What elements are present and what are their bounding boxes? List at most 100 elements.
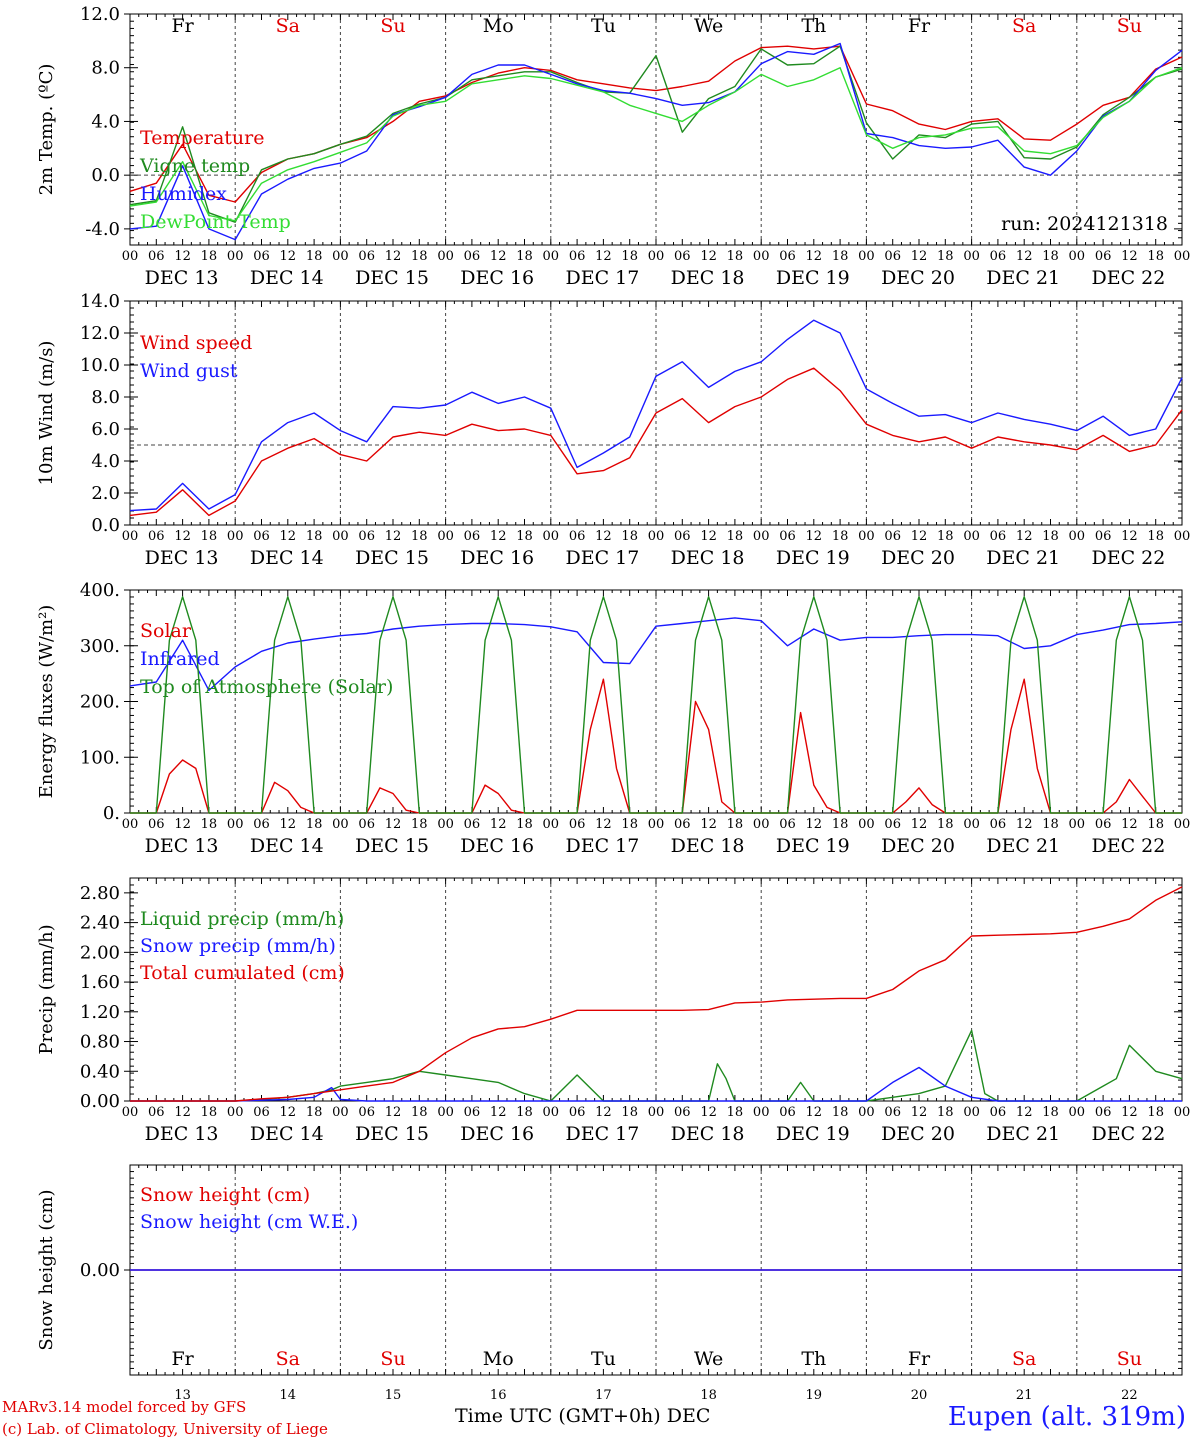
x-hour-label: 06 (1095, 817, 1112, 832)
x-hour-label: 00 (1174, 249, 1191, 264)
date-label: DEC 19 (776, 1123, 850, 1145)
date-label: DEC 22 (1091, 547, 1165, 569)
x-hour-label: 18 (306, 1105, 323, 1120)
day-number-label: 20 (911, 1388, 928, 1403)
x-hour-label: 00 (543, 817, 560, 832)
y-tick-label: 4.0 (91, 111, 120, 132)
x-hour-label: 18 (937, 817, 954, 832)
x-hour-label: 12 (1121, 529, 1138, 544)
weekday-label: Th (801, 15, 826, 37)
x-hour-label: 12 (595, 817, 612, 832)
day-number-label: 18 (700, 1388, 717, 1403)
copyright-credit: (c) Lab. of Climatology, University of L… (2, 1420, 328, 1438)
x-hour-label: 00 (332, 1105, 349, 1120)
x-hour-label: 06 (884, 1105, 901, 1120)
y-axis-label: Precip (mm/h) (36, 924, 57, 1054)
day-number-label: 21 (1016, 1388, 1033, 1403)
x-hour-label: 18 (201, 249, 218, 264)
x-hour-label: 06 (674, 817, 691, 832)
y-tick-label: 200. (80, 692, 120, 713)
weekday-label: Th (801, 1348, 826, 1370)
day-number-label: 16 (490, 1388, 507, 1403)
series-line (129, 319, 1183, 512)
date-label: DEC 20 (881, 267, 955, 289)
x-hour-label: 06 (779, 249, 796, 264)
x-hour-label: 06 (253, 249, 270, 264)
x-hour-label: 18 (727, 249, 744, 264)
series-line (130, 1066, 1182, 1102)
x-hour-label: 18 (1042, 1105, 1059, 1120)
date-label: DEC 19 (776, 835, 850, 857)
date-label: DEC 13 (145, 547, 219, 569)
x-hour-label: 18 (727, 529, 744, 544)
x-hour-label: 18 (1042, 529, 1059, 544)
x-hour-label: 06 (253, 529, 270, 544)
x-hour-label: 06 (674, 249, 691, 264)
x-hour-label: 00 (1069, 249, 1086, 264)
x-hour-label: 12 (700, 1105, 717, 1120)
x-hour-label: 06 (884, 249, 901, 264)
x-hour-label: 18 (1147, 249, 1164, 264)
y-tick-label: 4.0 (91, 451, 120, 472)
x-hour-label: 00 (543, 1105, 560, 1120)
x-hour-label: 00 (227, 249, 244, 264)
x-hour-label: 06 (779, 529, 796, 544)
x-hour-label: 00 (648, 817, 665, 832)
y-tick-label: -4.0 (85, 219, 120, 240)
date-label: DEC 19 (776, 547, 850, 569)
x-hour-label: 00 (122, 249, 139, 264)
date-label: DEC 17 (565, 267, 639, 289)
x-hour-label: 06 (358, 817, 375, 832)
date-label: DEC 16 (460, 547, 534, 569)
day-number-label: 13 (174, 1388, 191, 1403)
y-tick-label: 300. (80, 636, 120, 657)
weekday-label: Fr (908, 15, 931, 37)
x-hour-label: 06 (569, 249, 586, 264)
legend-entry: Snow height (cm) (140, 1184, 310, 1206)
x-hour-label: 18 (621, 817, 638, 832)
x-hour-label: 00 (963, 249, 980, 264)
y-tick-label: 2.00 (80, 942, 120, 963)
date-label: DEC 20 (881, 835, 955, 857)
weekday-label: Tu (591, 1348, 616, 1370)
x-hour-label: 12 (1016, 249, 1033, 264)
y-tick-label: 0.0 (91, 515, 120, 536)
date-label: DEC 18 (671, 267, 745, 289)
x-hour-label: 12 (911, 529, 928, 544)
x-hour-label: 00 (437, 529, 454, 544)
date-label: DEC 15 (355, 1123, 429, 1145)
panel-frame (129, 589, 1183, 814)
date-label: DEC 17 (565, 835, 639, 857)
x-hour-label: 06 (253, 817, 270, 832)
x-hour-label: 18 (201, 529, 218, 544)
x-hour-label: 12 (280, 1105, 297, 1120)
date-label: DEC 13 (145, 267, 219, 289)
x-hour-label: 06 (990, 1105, 1007, 1120)
x-hour-label: 06 (884, 817, 901, 832)
legend-entry: Liquid precip (mm/h) (140, 908, 344, 930)
x-hour-label: 00 (332, 529, 349, 544)
date-label: DEC 16 (460, 1123, 534, 1145)
x-hour-label: 00 (648, 1105, 665, 1120)
x-hour-label: 18 (411, 249, 428, 264)
run-label: run: 2024121318 (1001, 213, 1168, 235)
x-hour-label: 12 (700, 529, 717, 544)
x-hour-label: 12 (385, 1105, 402, 1120)
weekday-label: Mo (483, 15, 514, 37)
legend-entry: Wind gust (140, 360, 238, 382)
x-hour-label: 06 (569, 817, 586, 832)
y-tick-label: 0.00 (80, 1091, 120, 1112)
x-hour-label: 06 (884, 529, 901, 544)
date-label: DEC 13 (145, 1123, 219, 1145)
x-hour-label: 12 (700, 817, 717, 832)
weekday-label: Fr (171, 15, 194, 37)
date-label: DEC 15 (355, 267, 429, 289)
day-number-label: 22 (1121, 1388, 1138, 1403)
x-hour-label: 18 (937, 529, 954, 544)
y-axis-label: 10m Wind (m/s) (36, 341, 57, 486)
x-hour-label: 00 (963, 1105, 980, 1120)
date-label: DEC 21 (986, 1123, 1060, 1145)
x-hour-label: 18 (516, 529, 533, 544)
weekday-label: Fr (908, 1348, 931, 1370)
x-hour-label: 12 (280, 817, 297, 832)
